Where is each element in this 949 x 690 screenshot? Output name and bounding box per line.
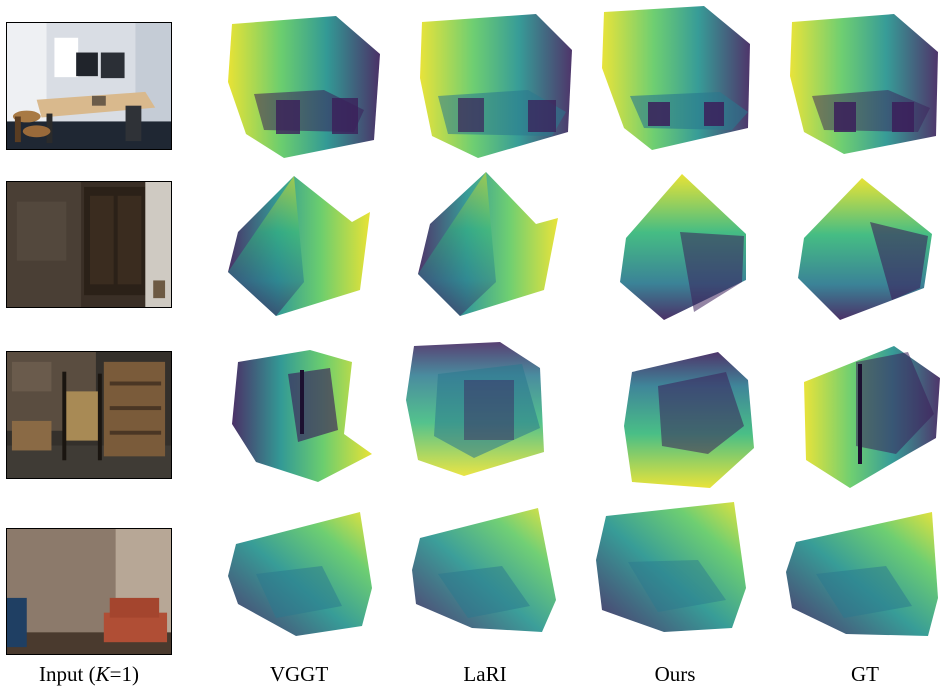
- caption-ours: Ours: [654, 662, 696, 686]
- cloud-wardrobe-vggt: [224, 172, 374, 317]
- cloud-sofa-ours: [594, 500, 749, 635]
- cloud-wardrobe-gt: [792, 176, 942, 321]
- cloud-office-vggt: [224, 12, 384, 160]
- caption-input-prefix: Input (: [39, 662, 96, 686]
- cloud-wardrobe-ours: [616, 172, 766, 322]
- cloud-sofa-lari: [410, 504, 560, 636]
- input-photo-office: [6, 22, 172, 150]
- caption-vggt: VGGT: [269, 662, 329, 686]
- cloud-office-gt: [786, 10, 946, 156]
- cloud-office-lari: [418, 8, 578, 160]
- caption-lari: LaRI: [463, 662, 507, 686]
- caption-input-suffix: =1): [109, 662, 139, 686]
- cloud-chair-vggt: [226, 344, 376, 484]
- cloud-wardrobe-lari: [412, 170, 562, 318]
- caption-gt: GT: [851, 662, 879, 686]
- caption-input-var: K: [95, 662, 110, 686]
- input-photo-wardrobe: [6, 181, 172, 308]
- cloud-sofa-vggt: [226, 508, 376, 638]
- cloud-chair-ours: [618, 350, 768, 490]
- cloud-sofa-gt: [782, 506, 942, 638]
- cloud-chair-lari: [404, 340, 554, 480]
- cloud-office-ours: [600, 4, 760, 154]
- caption-input: Input (K=1): [6, 662, 172, 687]
- input-photo-chair-shelf: [6, 351, 172, 479]
- input-photo-sofa-room: [6, 528, 172, 655]
- cloud-chair-gt: [796, 342, 946, 492]
